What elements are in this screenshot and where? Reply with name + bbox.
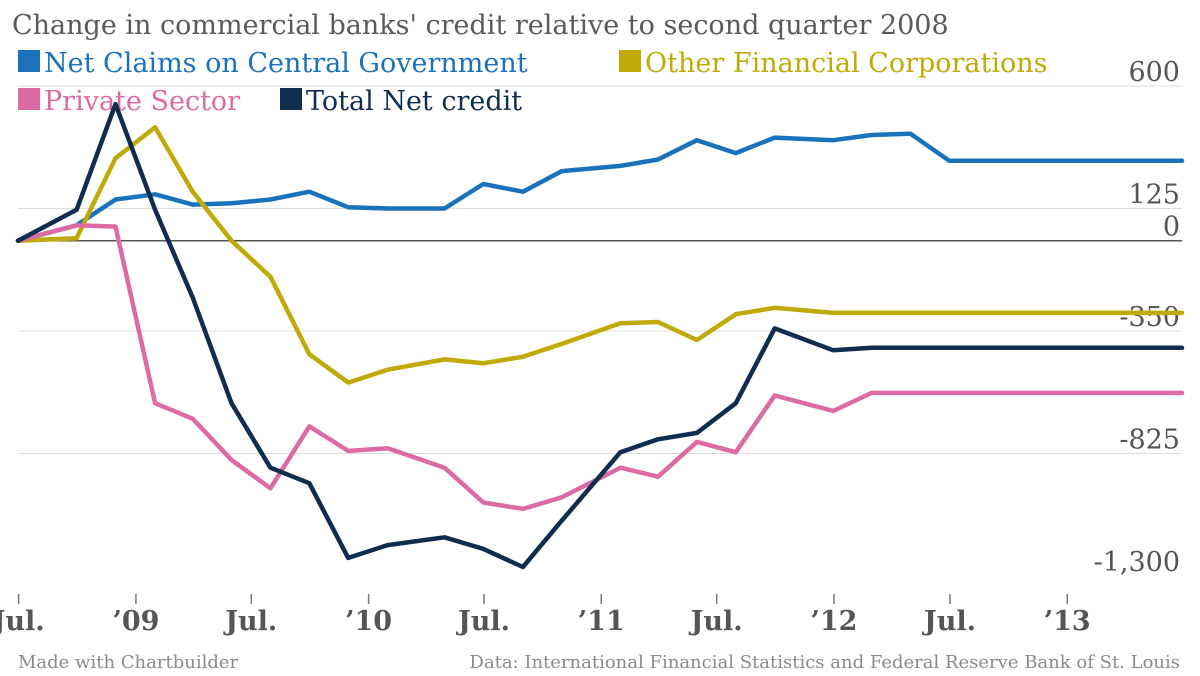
x-tick-label: ’10 — [345, 606, 392, 637]
grid-lines — [18, 85, 1182, 454]
series-lines — [15, 101, 1185, 570]
x-tick-label: ’11 — [578, 606, 625, 637]
y-tick-label: -1,300 — [1094, 547, 1180, 578]
x-tick-label: ’12 — [810, 606, 857, 637]
x-tick-label: Jul. — [689, 606, 743, 637]
net-claims-line — [15, 131, 1185, 243]
legend-swatch-net-claims — [18, 50, 40, 72]
legend-label-other-financial: Other Financial Corporations — [645, 48, 1048, 79]
x-tick-label: Jul. — [223, 606, 277, 637]
x-tick-label: Jul. — [922, 606, 976, 637]
legend-swatch-private-sector — [18, 88, 40, 110]
x-axis-ticks: Jul. ’09 Jul. ’10 Jul. ’11 Jul. ’12 Jul. ’13 — [0, 594, 1091, 637]
legend-label-total-net-credit: Total Net credit — [306, 86, 522, 117]
footer-made-with: Made with Chartbuilder — [18, 652, 239, 673]
chart-legend: Net Claims on Central Government Other F… — [18, 48, 1048, 117]
x-tick-label: Jul. — [0, 606, 45, 637]
y-tick-label: 0 — [1163, 212, 1180, 243]
x-tick-label: Jul. — [456, 606, 510, 637]
other-financial-line — [15, 125, 1185, 385]
chart-title: Change in commercial banks' credit relat… — [12, 10, 949, 41]
footer-source: Data: International Financial Statistics… — [469, 652, 1180, 673]
x-tick-label: ’09 — [112, 606, 159, 637]
y-tick-label: -350 — [1119, 302, 1180, 333]
legend-swatch-total-net-credit — [280, 88, 302, 110]
y-tick-label: 125 — [1128, 180, 1180, 211]
y-tick-label: -825 — [1119, 425, 1180, 456]
legend-label-private-sector: Private Sector — [44, 86, 240, 117]
legend-swatch-other-financial — [619, 50, 641, 72]
y-tick-label: 600 — [1128, 57, 1180, 88]
total-net-credit-line — [15, 101, 1185, 570]
x-tick-label: ’13 — [1044, 606, 1091, 637]
private-sector-line — [15, 223, 1185, 512]
legend-label-net-claims: Net Claims on Central Government — [44, 48, 528, 79]
